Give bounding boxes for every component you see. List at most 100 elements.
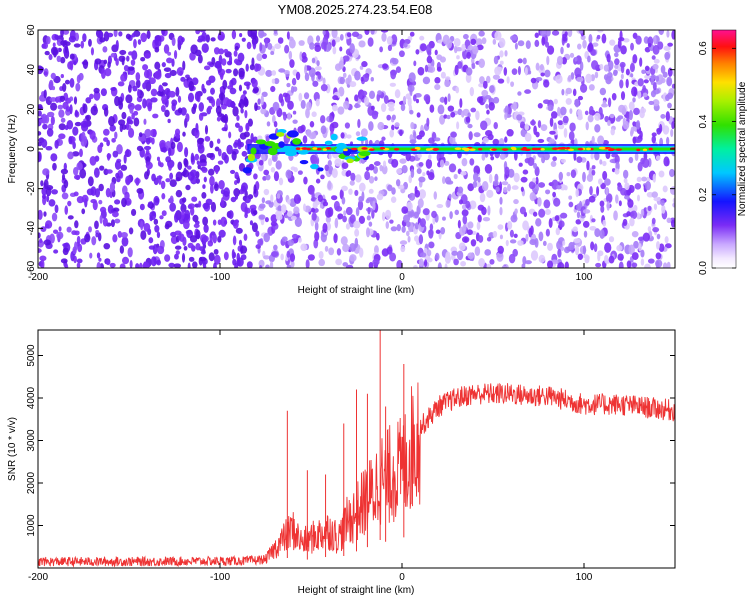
noise-speckle (418, 234, 424, 245)
noise-speckle (150, 97, 158, 103)
noise-speckle (294, 217, 302, 228)
noise-speckle (497, 245, 504, 254)
noise-speckle (618, 200, 622, 207)
noise-speckle (628, 109, 634, 121)
noise-speckle (372, 258, 380, 266)
noise-speckle (509, 229, 514, 238)
noise-speckle (242, 90, 247, 95)
noise-speckle (109, 262, 116, 268)
noise-speckle (64, 205, 69, 215)
noise-speckle (90, 47, 95, 56)
noise-speckle (99, 206, 107, 213)
y-tick-label: 60 (26, 24, 37, 36)
noise-speckle (98, 30, 103, 40)
signal-hot-point (510, 146, 516, 150)
noise-speckle (234, 171, 239, 179)
noise-speckle (371, 110, 379, 120)
noise-speckle (223, 97, 230, 107)
noise-speckle (271, 70, 277, 76)
noise-speckle (43, 179, 49, 190)
noise-speckle (284, 44, 290, 54)
noise-speckle (213, 47, 220, 55)
noise-speckle (354, 189, 359, 196)
noise-speckle (324, 245, 329, 252)
noise-speckle (575, 219, 582, 225)
noise-speckle (144, 128, 152, 138)
noise-speckle (554, 215, 560, 222)
noise-speckle (652, 173, 657, 183)
noise-speckle (239, 132, 247, 140)
noise-speckle (129, 260, 133, 268)
noise-speckle (516, 114, 523, 121)
noise-speckle (546, 45, 555, 55)
noise-speckle (54, 139, 59, 149)
noise-speckle (165, 156, 172, 163)
noise-speckle (161, 192, 166, 200)
noise-speckle (160, 180, 166, 190)
noise-speckle (202, 235, 209, 243)
signal-hot-point (432, 147, 439, 151)
noise-speckle (548, 218, 553, 228)
noise-speckle (380, 30, 389, 33)
noise-speckle (372, 200, 376, 211)
noise-speckle (576, 211, 581, 219)
noise-speckle (642, 85, 646, 93)
noise-speckle (148, 77, 156, 85)
noise-speckle (370, 76, 374, 82)
noise-speckle (289, 253, 296, 262)
noise-speckle (625, 68, 630, 76)
noise-speckle (664, 236, 669, 244)
noise-speckle (176, 67, 184, 76)
noise-speckle (614, 58, 620, 66)
signal-hot-point (322, 148, 327, 151)
noise-speckle (424, 64, 429, 73)
noise-speckle (470, 239, 477, 247)
noise-speckle (441, 176, 446, 185)
noise-speckle (522, 57, 527, 65)
noise-speckle (476, 44, 484, 51)
noise-speckle (492, 180, 499, 187)
noise-speckle (588, 84, 595, 91)
noise-speckle (271, 78, 276, 84)
noise-speckle (504, 166, 510, 176)
noise-speckle (582, 245, 587, 255)
noise-speckle (105, 187, 111, 198)
noise-speckle (557, 261, 565, 268)
signal-hot-point (316, 147, 322, 151)
noise-speckle (39, 255, 47, 262)
noise-speckle (211, 56, 216, 65)
noise-speckle (50, 72, 56, 80)
noise-speckle (557, 248, 562, 258)
y-tick-label: 1000 (26, 514, 37, 537)
noise-speckle (226, 144, 233, 155)
noise-speckle (551, 30, 560, 36)
noise-speckle (329, 115, 334, 123)
noise-speckle (402, 214, 411, 223)
noise-speckle (265, 200, 273, 205)
noise-speckle (115, 58, 119, 66)
noise-speckle (209, 183, 214, 194)
noise-speckle (76, 262, 81, 268)
noise-speckle (253, 173, 258, 180)
noise-speckle (48, 54, 53, 61)
noise-speckle (459, 98, 463, 109)
noise-speckle (118, 31, 123, 37)
noise-speckle (409, 86, 413, 97)
noise-speckle (566, 172, 571, 177)
noise-speckle (620, 45, 627, 55)
noise-speckle (494, 30, 502, 41)
noise-speckle (231, 151, 237, 161)
noise-speckle (593, 243, 598, 253)
noise-speckle (63, 162, 67, 171)
noise-speckle (620, 73, 624, 80)
noise-speckle (205, 79, 212, 86)
noise-speckle (267, 42, 273, 50)
noise-speckle (653, 58, 660, 64)
noise-speckle (80, 120, 88, 128)
noise-speckle (636, 194, 640, 202)
noise-speckle (634, 138, 642, 144)
noise-speckle (638, 243, 642, 252)
noise-speckle (354, 94, 359, 102)
signal-hot-point (343, 148, 348, 152)
